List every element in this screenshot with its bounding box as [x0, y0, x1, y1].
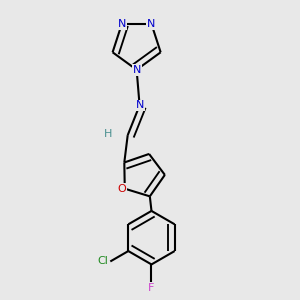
- Text: N: N: [147, 19, 156, 29]
- Text: N: N: [118, 19, 126, 29]
- Text: H: H: [104, 129, 112, 139]
- Text: N: N: [135, 100, 144, 110]
- Text: Cl: Cl: [98, 256, 108, 266]
- Text: N: N: [132, 65, 141, 75]
- Text: F: F: [148, 283, 155, 292]
- Text: O: O: [117, 184, 126, 194]
